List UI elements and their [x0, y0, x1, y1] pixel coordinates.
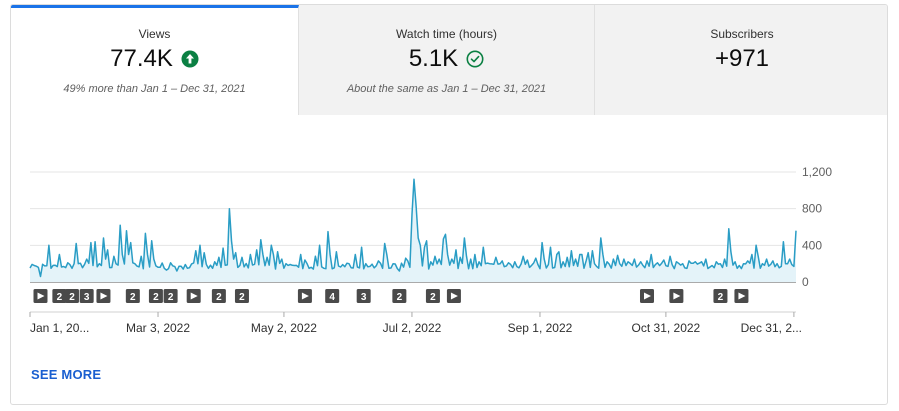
- video-count-marker: [425, 289, 440, 303]
- play-icon: [450, 292, 458, 300]
- play-icon: [673, 292, 681, 300]
- tab-watch-time-value-row: 5.1K: [299, 45, 594, 73]
- y-tick-label: 400: [802, 238, 822, 252]
- video-count-marker: [79, 289, 94, 303]
- marker-count: 2: [168, 292, 174, 303]
- tab-views-value-row: 77.4K: [11, 45, 298, 73]
- marker-count: 3: [84, 292, 90, 303]
- tab-subscribers[interactable]: Subscribers +971: [595, 5, 887, 115]
- play-icon: [100, 292, 108, 300]
- tab-views[interactable]: Views 77.4K 49% more than Jan 1 – Dec 31…: [11, 5, 299, 115]
- video-count-marker: [125, 289, 140, 303]
- y-tick-label: 800: [802, 202, 822, 216]
- play-icon: [190, 292, 198, 300]
- check-circle-icon: [466, 50, 484, 68]
- play-icon: [643, 292, 651, 300]
- marker-count: 2: [397, 292, 403, 303]
- video-count-marker: [356, 289, 371, 303]
- tab-views-label: Views: [138, 27, 171, 41]
- marker-count: 2: [430, 292, 436, 303]
- tab-watch-time[interactable]: Watch time (hours) 5.1K About the same a…: [299, 5, 595, 115]
- play-icon: [301, 292, 309, 300]
- tab-subscribers-label: Subscribers: [710, 27, 774, 41]
- tab-views-value: 77.4K: [110, 45, 173, 72]
- video-count-marker: [163, 289, 178, 303]
- video-count-marker: [234, 289, 249, 303]
- marker-count: 2: [153, 292, 159, 303]
- y-tick-label: 1,200: [802, 165, 832, 179]
- x-tick-label: Dec 31, 2...: [741, 321, 802, 335]
- play-icon: [738, 292, 746, 300]
- play-icon: [37, 292, 45, 300]
- tab-watch-time-note: About the same as Jan 1 – Dec 31, 2021: [346, 83, 547, 95]
- tab-watch-time-value: 5.1K: [408, 45, 459, 72]
- video-count-marker: [325, 289, 340, 303]
- tab-watch-time-label: Watch time (hours): [396, 27, 497, 41]
- x-tick-label: Jul 2, 2022: [383, 321, 442, 335]
- series-area: [30, 179, 796, 282]
- views-card: Views 77.4K 49% more than Jan 1 – Dec 31…: [10, 4, 888, 405]
- x-tick-label: Oct 31, 2022: [632, 321, 701, 335]
- y-tick-label: 0: [802, 275, 809, 289]
- marker-count: 4: [329, 292, 335, 303]
- video-count-marker: [392, 289, 407, 303]
- marker-count: 2: [69, 292, 75, 303]
- video-count-marker: [713, 289, 728, 303]
- arrow-up-circle-icon: [181, 50, 199, 68]
- marker-count: 2: [718, 292, 724, 303]
- series-line: [29, 178, 797, 278]
- video-count-marker: [64, 289, 79, 303]
- marker-count: 2: [57, 292, 63, 303]
- x-tick-label: May 2, 2022: [251, 321, 317, 335]
- marker-count: 2: [130, 292, 136, 303]
- see-more-link[interactable]: SEE MORE: [31, 367, 102, 382]
- video-count-marker: [52, 289, 67, 303]
- marker-count: 2: [239, 292, 245, 303]
- video-count-marker: [148, 289, 163, 303]
- video-count-marker: [211, 289, 226, 303]
- tab-subscribers-value: +971: [714, 45, 770, 72]
- tab-subscribers-value-row: +971: [595, 45, 887, 73]
- metric-tabs: Views 77.4K 49% more than Jan 1 – Dec 31…: [11, 5, 887, 115]
- x-tick-label: Sep 1, 2022: [508, 321, 573, 335]
- marker-count: 2: [216, 292, 222, 303]
- tab-views-note: 49% more than Jan 1 – Dec 31, 2021: [63, 83, 246, 95]
- x-tick-label: Jan 1, 20...: [30, 321, 89, 335]
- marker-count: 3: [361, 292, 367, 303]
- x-tick-label: Mar 3, 2022: [126, 321, 190, 335]
